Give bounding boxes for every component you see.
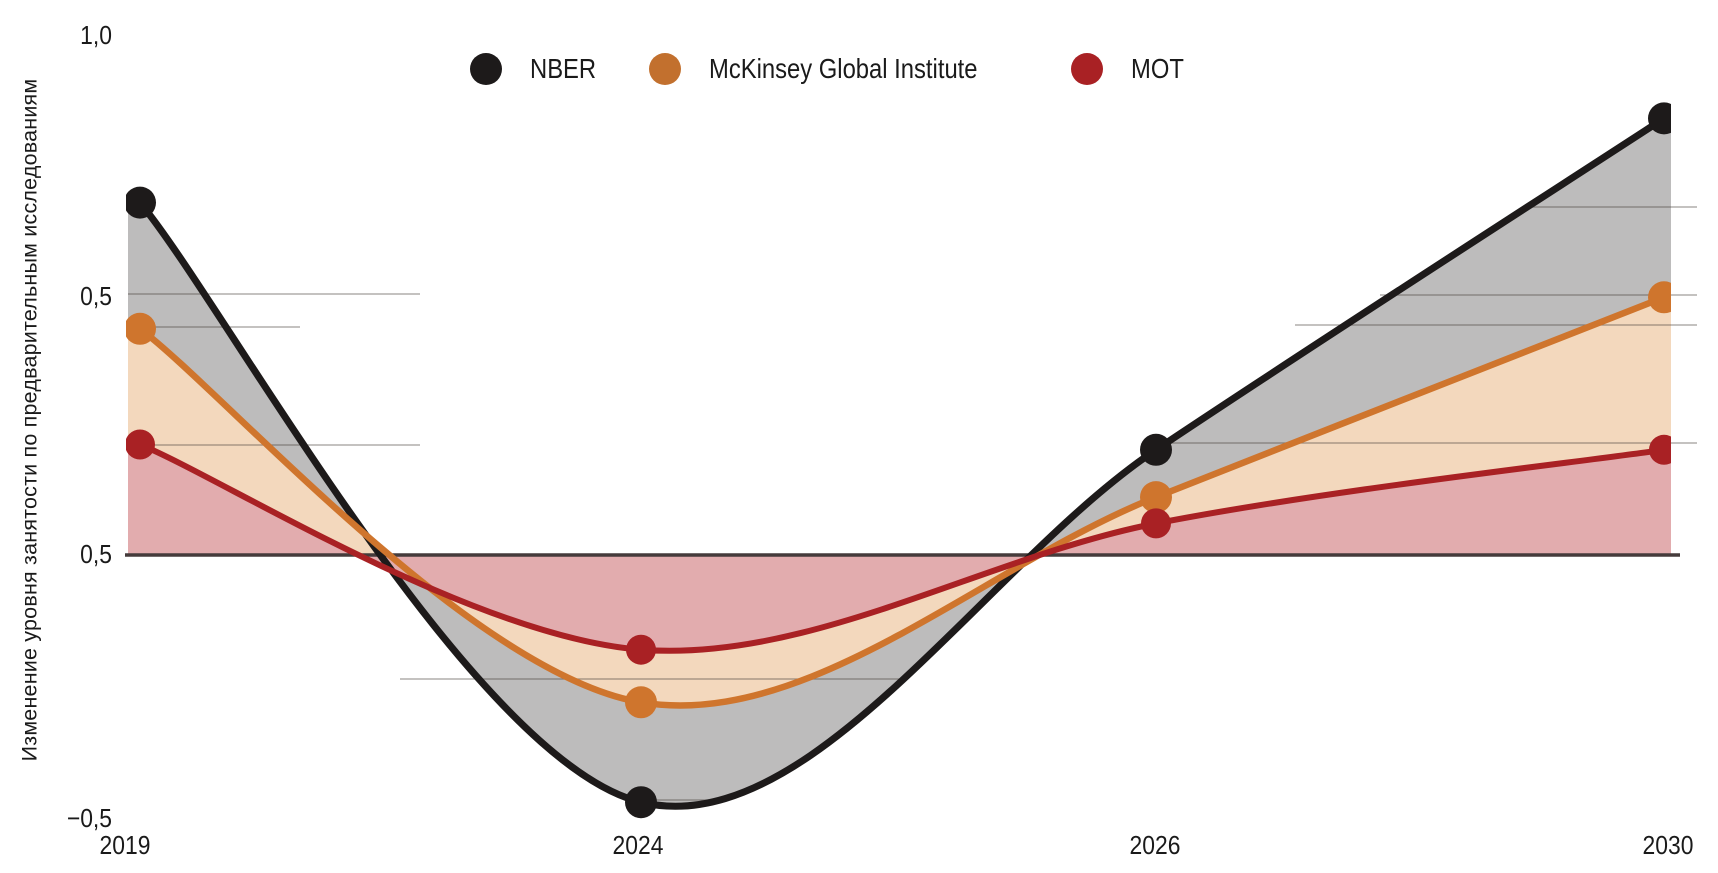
y-tick-label-1.0: 1,0 (80, 20, 112, 50)
data-point-NBER-2030 (1648, 102, 1671, 135)
y-tick-label-neg-0.5: −0,5 (66, 803, 112, 833)
series-area-МОТ (128, 444, 1671, 651)
legend-item-nber: NBER (470, 53, 608, 85)
data-point-МОТ-2019 (126, 429, 155, 460)
data-point-NBER-2024 (625, 786, 657, 819)
x-tick-label-2026: 2026 (1129, 830, 1181, 860)
y-tick-label-baseline: 0,5 (80, 539, 112, 569)
data-point-МОТ-2024 (626, 634, 656, 665)
legend-label-nber: NBER (530, 53, 597, 84)
legend-label-mot: МОТ (1131, 53, 1184, 84)
mckinsey-legend-dot-icon (649, 53, 681, 85)
x-tick-label-2024: 2024 (612, 830, 664, 860)
data-point-McKinsey Global Institute-2019 (126, 312, 156, 345)
data-point-McKinsey Global Institute-2024 (625, 686, 657, 719)
data-point-McKinsey Global Institute-2030 (1648, 281, 1671, 314)
series-line-NBER (126, 114, 1671, 810)
legend-item-mot: МОТ (1071, 53, 1193, 85)
data-point-МОТ-2030 (1649, 434, 1671, 465)
series-line-МОТ (126, 441, 1671, 654)
nber-legend-dot-icon (470, 53, 502, 85)
data-point-NBER-2019 (126, 186, 156, 219)
data-point-McKinsey Global Institute-2026 (1140, 481, 1172, 514)
series-line-McKinsey Global Institute (126, 294, 1671, 709)
x-tick-label-2030: 2030 (1642, 830, 1694, 860)
legend-label-mckinsey: McKinsey Global Institute (709, 53, 978, 84)
legend-item-mckinsey: McKinsey Global Institute (649, 53, 1025, 85)
y-axis-title: Изменение уровня занятости по предварите… (17, 78, 42, 762)
data-point-МОТ-2026 (1141, 508, 1171, 539)
y-tick-label-0.5: 0,5 (80, 281, 112, 311)
x-tick-label-2019: 2019 (99, 830, 151, 860)
data-point-NBER-2026 (1140, 433, 1172, 466)
mot-legend-dot-icon (1071, 53, 1103, 85)
